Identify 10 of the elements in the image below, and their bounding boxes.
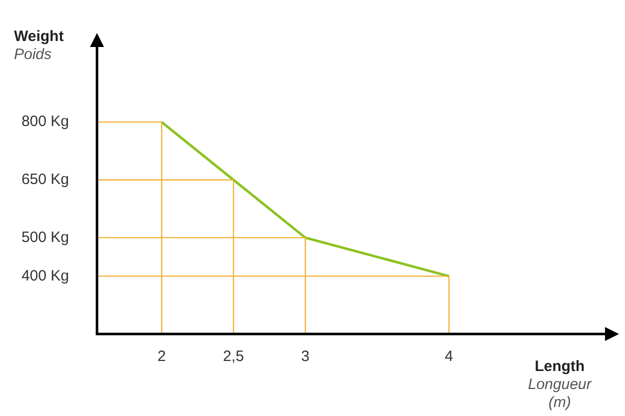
x-tick-label: 4 bbox=[444, 348, 454, 366]
x-tick-label: 2,5 bbox=[223, 348, 244, 366]
y-tick-label: 650 Kg bbox=[21, 171, 69, 188]
x-tick-label: 2 bbox=[157, 348, 166, 366]
y-tick-label: 400 Kg bbox=[21, 267, 69, 284]
y-tick-label: 500 Kg bbox=[21, 228, 69, 246]
y-axis-title: Weight Poids bbox=[14, 28, 64, 64]
x-axis-title: Length Longueur (m) bbox=[528, 358, 592, 412]
y-tick-label: 800 Kg bbox=[21, 113, 69, 130]
x-tick-label: 3 bbox=[301, 348, 310, 366]
